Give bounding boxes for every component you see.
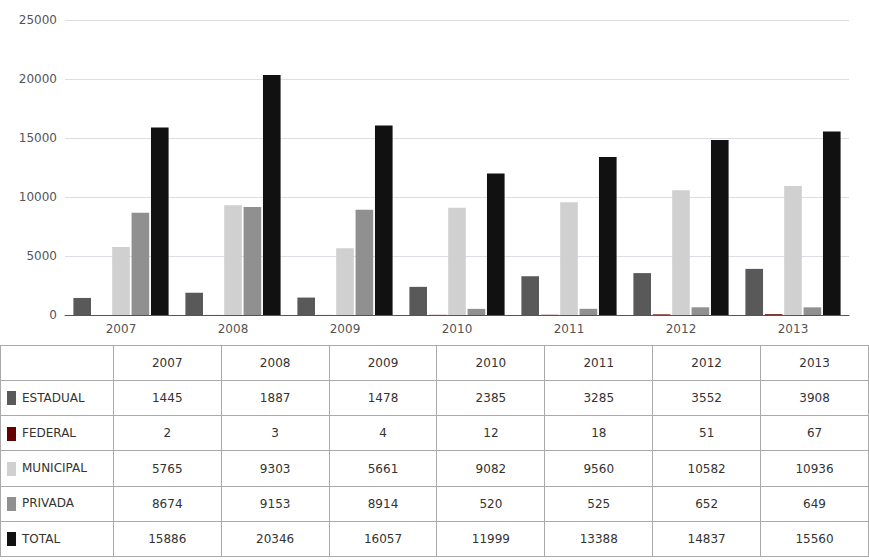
svg-text:2008: 2008 xyxy=(218,322,249,336)
html-text:2011: 2011 xyxy=(583,356,614,371)
html-text:9560: 9560 xyxy=(583,461,614,476)
html-text:2008: 2008 xyxy=(259,356,291,371)
html-text:4: 4 xyxy=(379,426,387,441)
svg-text:2010: 2010 xyxy=(442,322,473,336)
html-text:520: 520 xyxy=(479,496,503,511)
html-text:2012: 2012 xyxy=(691,356,722,371)
html-text:2385: 2385 xyxy=(475,391,507,406)
svg-text:2009: 2009 xyxy=(330,322,361,336)
html-text:FEDERAL: FEDERAL xyxy=(22,426,77,441)
html-text:8914: 8914 xyxy=(367,496,399,511)
svg-text:0: 0 xyxy=(49,308,57,322)
svg-text:2007: 2007 xyxy=(106,322,137,336)
html-text:1445: 1445 xyxy=(152,391,183,406)
svg-text:15000: 15000 xyxy=(19,131,57,145)
html-text:8674: 8674 xyxy=(152,496,183,511)
html-text:5765: 5765 xyxy=(152,461,183,476)
html-text:ESTADUAL: ESTADUAL xyxy=(22,391,85,405)
html-text:MUNICIPAL: MUNICIPAL xyxy=(22,461,87,476)
svg-text:2011: 2011 xyxy=(554,322,585,336)
html-text:51: 51 xyxy=(699,426,715,441)
html-text:652: 652 xyxy=(695,496,719,511)
html-text:525: 525 xyxy=(587,496,611,511)
html-text:2009: 2009 xyxy=(367,356,399,371)
html-text:13388: 13388 xyxy=(579,531,618,546)
html-text:15560: 15560 xyxy=(795,531,834,546)
svg-text:2012: 2012 xyxy=(666,322,697,336)
html-text:11999: 11999 xyxy=(471,531,510,546)
html-text:67: 67 xyxy=(806,426,823,441)
html-text:9303: 9303 xyxy=(259,461,291,476)
html-text:649: 649 xyxy=(803,496,826,511)
html-text:10582: 10582 xyxy=(687,461,726,476)
html-text:12: 12 xyxy=(483,426,499,441)
html-text:1478: 1478 xyxy=(367,391,399,406)
html-text:3: 3 xyxy=(271,426,279,441)
html-text:2010: 2010 xyxy=(475,356,507,371)
svg-text:20000: 20000 xyxy=(19,72,57,86)
html-text:14837: 14837 xyxy=(687,531,726,546)
svg-text:25000: 25000 xyxy=(19,13,57,27)
html-text:TOTAL: TOTAL xyxy=(22,531,61,546)
html-text:3908: 3908 xyxy=(799,391,830,406)
html-text:10936: 10936 xyxy=(795,461,834,476)
html-text:2013: 2013 xyxy=(799,356,830,371)
html-text:2: 2 xyxy=(163,426,172,441)
html-text:16057: 16057 xyxy=(363,531,403,546)
html-text:15886: 15886 xyxy=(148,531,187,546)
html-text:1887: 1887 xyxy=(259,391,291,406)
html-text:2007: 2007 xyxy=(152,356,183,371)
html-text:9082: 9082 xyxy=(475,461,507,476)
html-text:18: 18 xyxy=(591,426,607,441)
svg-text:2013: 2013 xyxy=(778,322,809,336)
html-text:3552: 3552 xyxy=(691,391,722,406)
html-text:3285: 3285 xyxy=(583,391,614,406)
html-text:9153: 9153 xyxy=(259,496,291,511)
html-text:5661: 5661 xyxy=(367,461,399,476)
svg-text:10000: 10000 xyxy=(19,190,57,204)
html-text:PRIVADA: PRIVADA xyxy=(22,496,74,511)
html-text:20346: 20346 xyxy=(256,531,295,546)
svg-text:5000: 5000 xyxy=(26,249,57,263)
